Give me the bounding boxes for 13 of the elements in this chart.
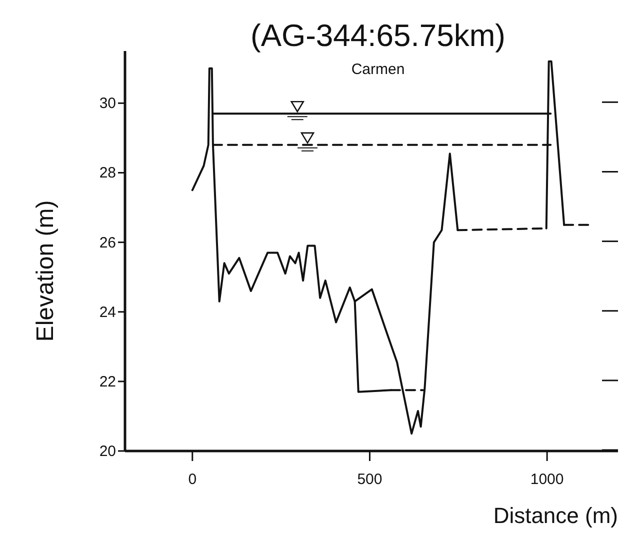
chart-title: (AG-344:65.75km) bbox=[250, 18, 506, 53]
x-tick-label: 0 bbox=[188, 471, 197, 488]
y-tick-label: 22 bbox=[99, 373, 116, 390]
y-tick-label: 24 bbox=[99, 304, 116, 321]
y-axis-title: Elevation (m) bbox=[32, 200, 59, 342]
y-tick-label: 28 bbox=[99, 164, 116, 182]
y-tick-label: 26 bbox=[99, 234, 116, 252]
x-tick-label: 1000 bbox=[530, 471, 564, 488]
x-axis-title: Distance (m) bbox=[493, 503, 618, 528]
x-tick-label: 500 bbox=[357, 471, 382, 488]
y-tick-label: 30 bbox=[99, 95, 116, 112]
y-tick-label: 20 bbox=[99, 443, 116, 460]
text: Carmen bbox=[351, 61, 405, 78]
